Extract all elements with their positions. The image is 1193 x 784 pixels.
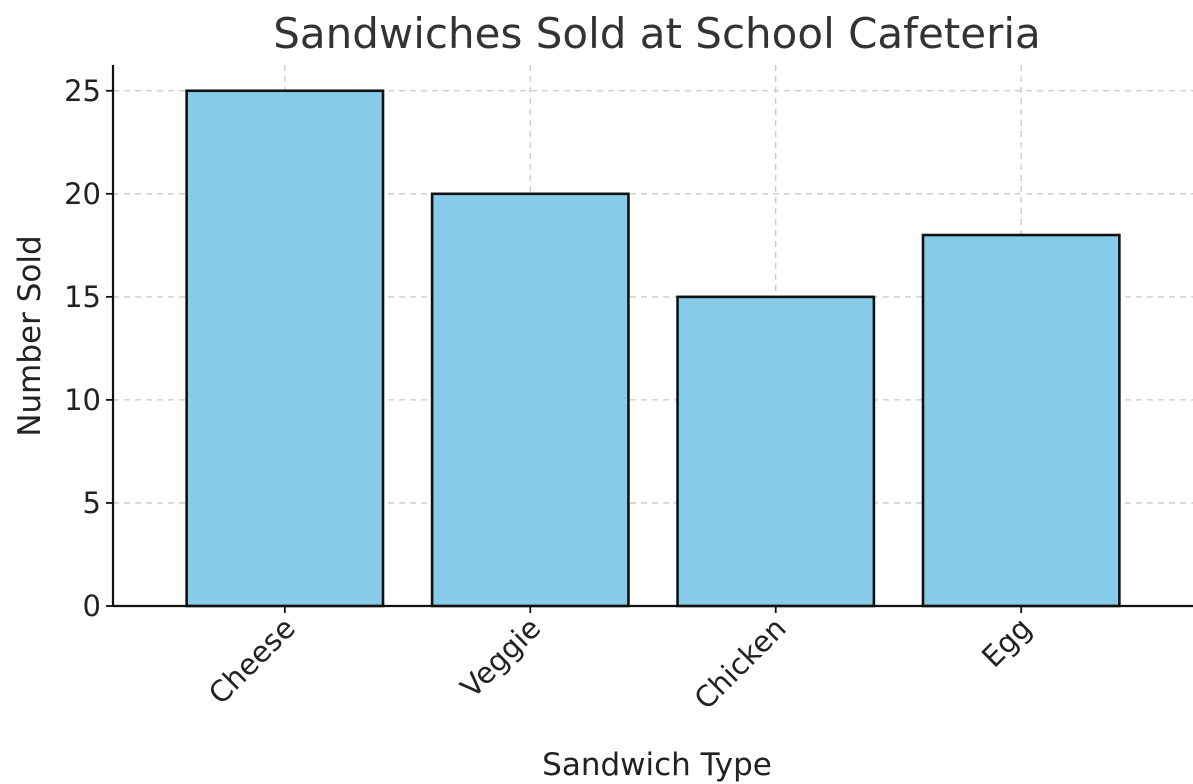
y-axis-label: Number Sold (12, 235, 48, 436)
y-tick-label: 0 (83, 589, 101, 623)
x-axis-label: Sandwich Type (542, 747, 772, 783)
y-tick-label: 20 (64, 177, 101, 211)
bar-chicken (676, 295, 876, 608)
x-axis-ticks: Cheese Veggie Chicken Egg (202, 606, 1038, 716)
y-tick-label: 25 (64, 74, 101, 108)
y-tick-label: 5 (83, 486, 101, 520)
x-tick-label: Chicken (688, 611, 793, 716)
x-tick-label: Egg (975, 611, 1038, 674)
bar-veggie (430, 192, 630, 608)
y-axis-ticks: 0 5 10 15 20 25 (64, 74, 113, 623)
bars (185, 89, 1121, 608)
bar-egg (921, 233, 1121, 608)
x-tick-label: Cheese (202, 611, 302, 711)
axes (111, 65, 1193, 608)
x-tick-label: Veggie (454, 611, 547, 704)
bar-cheese (185, 89, 385, 608)
chart-title: Sandwiches Sold at School Cafeteria (273, 9, 1041, 58)
y-tick-label: 15 (64, 280, 101, 314)
y-tick-label: 10 (64, 383, 101, 417)
